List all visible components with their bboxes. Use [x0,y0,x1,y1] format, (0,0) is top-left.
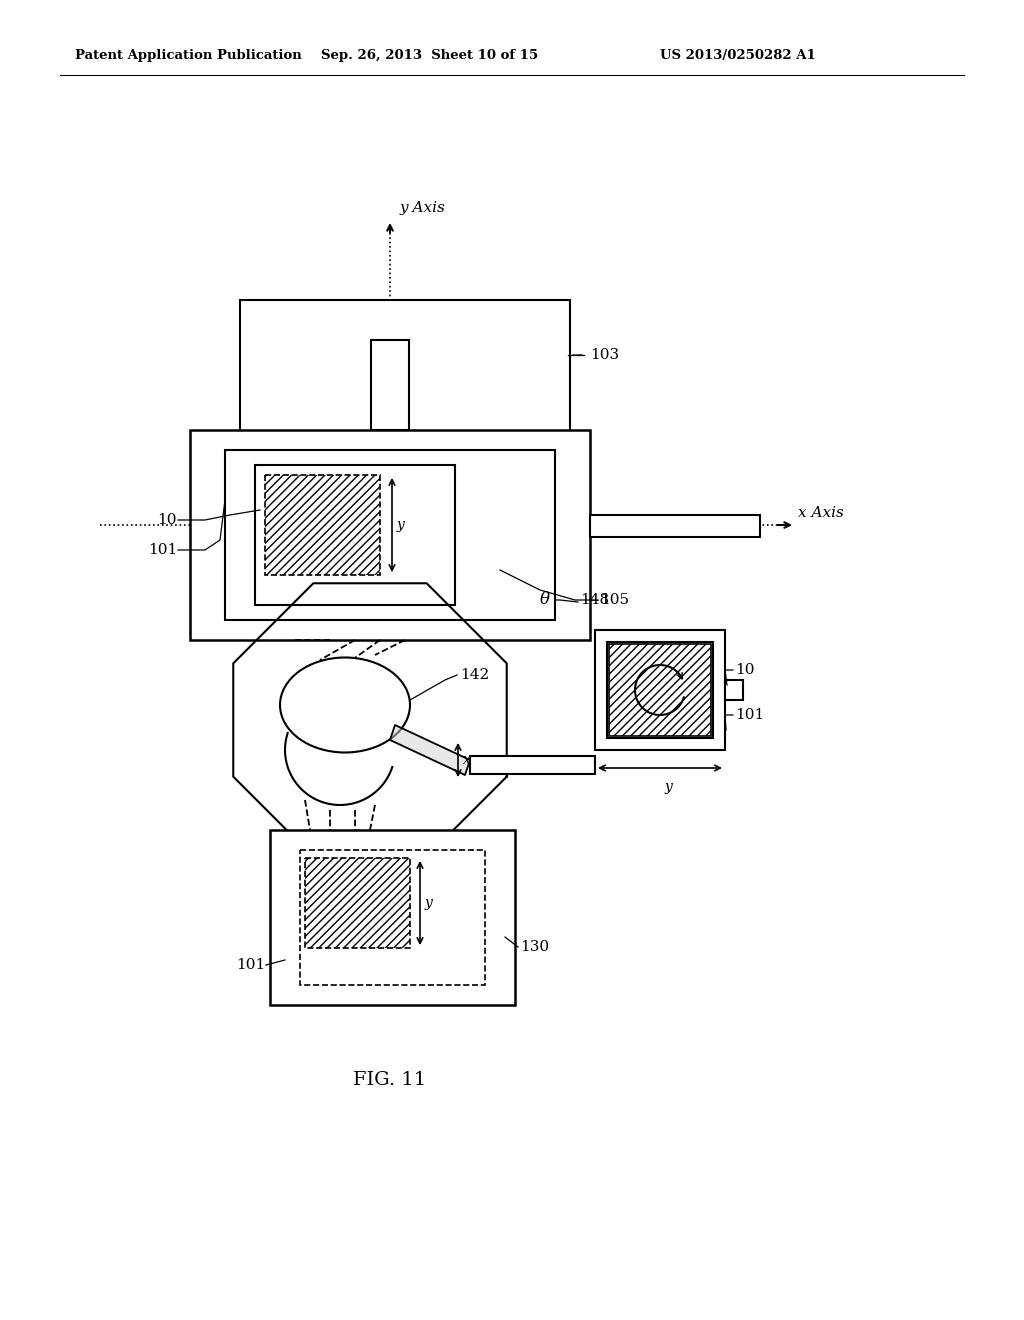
Text: 10: 10 [158,513,177,527]
Bar [595,630,725,750]
Bar [590,515,760,537]
Text: 130: 130 [520,940,549,954]
Text: 148: 148 [580,593,609,607]
Text: Patent Application Publication: Patent Application Publication [75,49,302,62]
Bar [255,465,455,605]
Text: 101: 101 [147,543,177,557]
Text: y: y [665,780,673,795]
Text: y: y [397,517,404,532]
Text: y: y [425,896,433,909]
Bar [265,475,380,576]
Polygon shape [390,725,470,775]
Text: US 2013/0250282 A1: US 2013/0250282 A1 [660,49,816,62]
Text: 101: 101 [735,708,764,722]
Text: 142: 142 [460,668,489,682]
Bar [607,642,713,738]
Bar [300,850,485,985]
Text: 103: 103 [590,348,620,362]
Bar [305,858,410,948]
Bar [240,300,570,470]
Bar [609,644,711,737]
Bar [190,430,590,640]
Bar [225,450,555,620]
Text: x: x [463,752,471,767]
Ellipse shape [280,657,410,752]
Bar [725,680,743,700]
Text: FIG. 11: FIG. 11 [353,1071,427,1089]
Bar [371,430,409,470]
Text: 10: 10 [735,663,755,677]
Bar [270,830,515,1005]
Text: 101: 101 [236,958,265,972]
Text: Sep. 26, 2013  Sheet 10 of 15: Sep. 26, 2013 Sheet 10 of 15 [322,49,539,62]
Bar [371,341,409,470]
Bar [470,756,595,774]
Text: x Axis: x Axis [798,506,844,520]
Text: 105: 105 [600,593,629,607]
Text: y Axis: y Axis [400,201,445,215]
Text: θ: θ [540,591,550,609]
